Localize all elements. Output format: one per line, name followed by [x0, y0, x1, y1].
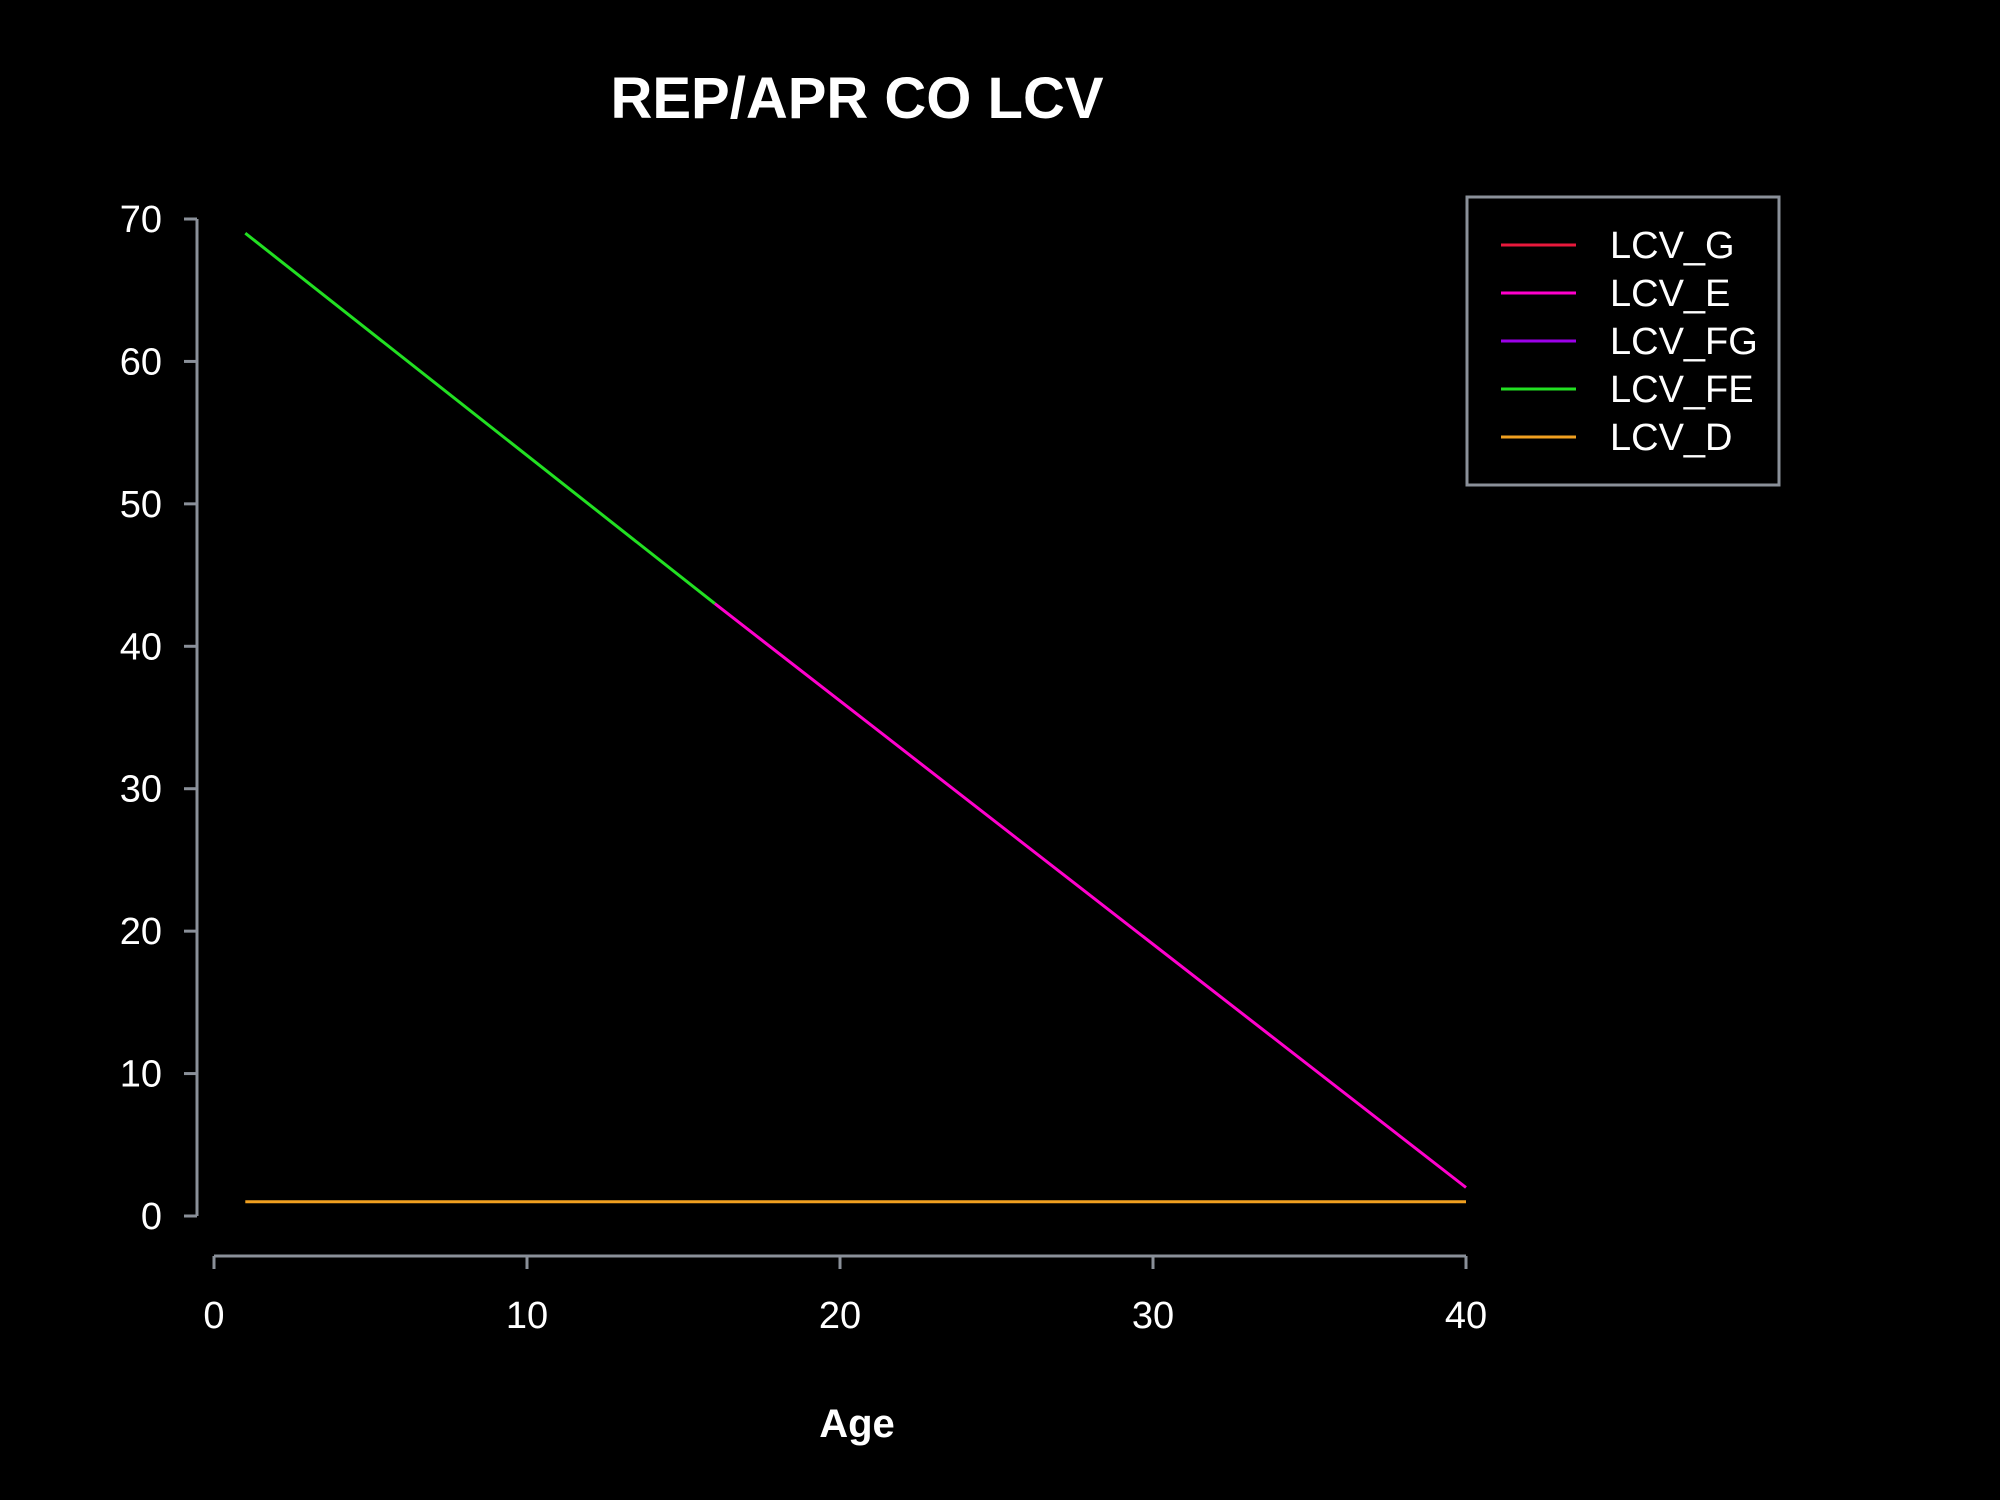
x-axis: 0 10 20 30 40: [203, 1254, 1487, 1337]
y-tick-label: 0: [141, 1196, 162, 1238]
legend-label: LCV_E: [1610, 273, 1730, 315]
legend: LCV_G LCV_E LCV_FG LCV_FE LCV_D: [1465, 195, 1781, 487]
y-tick-label: 60: [120, 341, 162, 383]
plot-lines: [244, 232, 1467, 1204]
y-axis: 0 10 20 30 40 50 60 70: [120, 199, 199, 1238]
y-tick-label: 70: [120, 199, 162, 241]
series-line-lcv-fe: [244, 232, 716, 605]
y-tick-label: 30: [120, 769, 162, 811]
x-axis-label: Age: [819, 1402, 895, 1446]
x-tick-label: 40: [1445, 1295, 1487, 1337]
legend-label: LCV_FE: [1610, 369, 1754, 411]
x-tick-label: 0: [203, 1295, 224, 1337]
chart-title: REP/APR CO LCV: [610, 66, 1103, 131]
y-tick-label: 20: [120, 911, 162, 953]
legend-label: LCV_G: [1610, 225, 1735, 267]
x-tick-label: 20: [819, 1295, 861, 1337]
y-tick-label: 50: [120, 484, 162, 526]
series-line-lcv-e: [713, 602, 1467, 1189]
x-tick-label: 30: [1132, 1295, 1174, 1337]
y-tick-label: 40: [120, 626, 162, 668]
y-tick-label: 10: [120, 1054, 162, 1096]
legend-label: LCV_D: [1610, 417, 1733, 459]
legend-label: LCV_FG: [1610, 321, 1758, 363]
x-tick-label: 10: [506, 1295, 548, 1337]
